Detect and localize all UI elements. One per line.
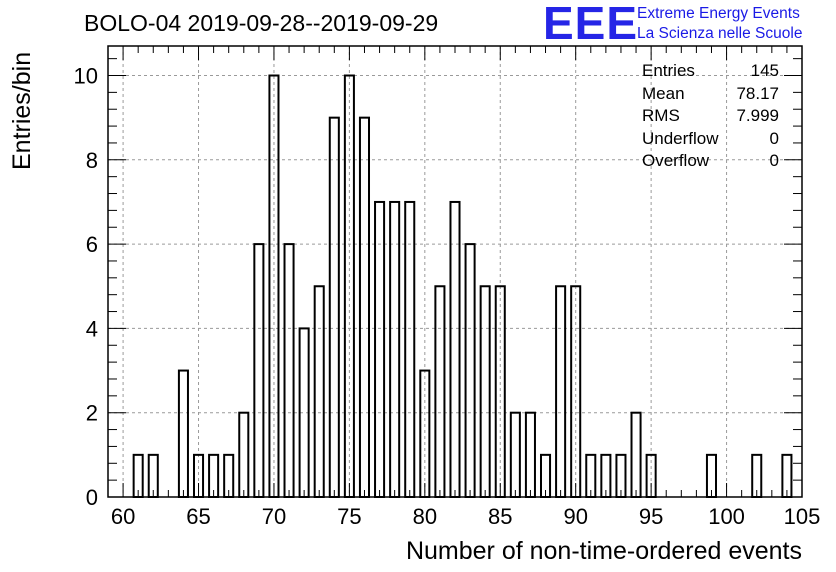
histogram-bar [389,200,401,498]
histogram-bar [253,243,265,498]
histogram-bar [479,285,491,499]
chart-title: BOLO-04 2019-09-28--2019-09-29 [84,10,439,36]
histogram-bar [328,116,340,498]
stats-row-overflow: Overflow 0 [642,150,779,173]
y-axis-label: Entries/bin [8,51,36,170]
stats-value: 78.17 [736,83,779,103]
histogram-bar [449,200,461,498]
stats-label: Underflow [642,128,719,148]
histogram-bar [374,200,386,498]
x-tick-label: 75 [337,504,361,529]
logo-caption-line2: La Scienza nelle Scuole [637,25,803,42]
stats-box: Entries 145 Mean 78.17 RMS 7.999 Underfl… [642,60,779,173]
histogram-bar [464,243,476,498]
y-tick-label: 6 [86,232,98,257]
stats-row-underflow: Underflow 0 [642,128,779,151]
stats-value: 0 [769,128,779,148]
x-tick-label: 90 [563,504,587,529]
histogram-bar [555,285,567,499]
logo-caption-line1: Extreme Energy Events [637,5,800,22]
histogram-bar [283,243,295,498]
stats-row-rms: RMS 7.999 [642,105,779,128]
x-tick-label: 85 [488,504,512,529]
histogram-bar [434,285,446,499]
stats-value: 0 [769,151,779,170]
histogram-bar [524,411,536,498]
x-tick-label: 80 [413,504,437,529]
histogram-bar [404,200,416,498]
x-tick-label: 100 [708,504,745,529]
stats-label: Overflow [642,151,710,170]
stats-label: Entries [642,61,695,80]
histogram-bar [238,411,250,498]
stats-row-mean: Mean 78.17 [642,83,779,106]
x-tick-label: 70 [262,504,286,529]
stats-value: 7.999 [736,106,779,125]
stats-value: 145 [750,61,779,80]
x-tick-label: 95 [639,504,663,529]
x-tick-label: 60 [111,504,135,529]
stats-label: Mean [642,83,685,103]
y-tick-label: 4 [86,316,98,341]
y-tick-label: 0 [86,485,98,510]
logo-caption: Extreme Energy Events La Scienza nelle S… [637,4,802,44]
x-tick-label: 65 [186,504,210,529]
stats-row-entries: Entries 145 [642,60,779,83]
stats-label: RMS [642,106,680,125]
histogram-bar [313,285,325,499]
eee-logo: EEE [543,0,639,49]
histogram-bar [630,411,642,498]
histogram-bar [509,411,521,498]
x-tick-label: 105 [784,504,821,529]
y-tick-label: 10 [74,64,98,89]
y-tick-label: 2 [86,401,98,426]
x-axis-label: Number of non-time-ordered events [405,537,802,565]
histogram-bar [358,116,371,498]
histogram-bar [177,369,189,498]
y-tick-label: 8 [86,148,98,173]
